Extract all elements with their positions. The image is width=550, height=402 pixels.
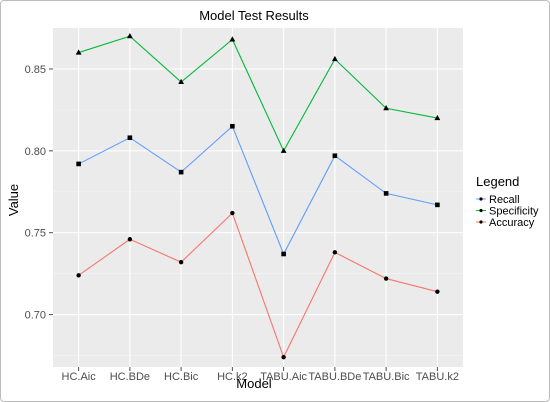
y-tick-label: 0.85: [25, 64, 46, 76]
x-tick-label: HC.Bic: [164, 371, 199, 383]
y-axis-title: Value: [6, 184, 21, 216]
plot-background: [53, 28, 463, 367]
data-point-recall: [332, 153, 338, 159]
x-tick-label: TABU.k2: [416, 371, 459, 383]
y-tick-label: 0.75: [25, 228, 46, 240]
legend-label-recall: Recall: [489, 194, 520, 206]
y-tick-label: 0.70: [25, 310, 46, 322]
legend-title: Legend: [476, 174, 519, 189]
data-point-accuracy: [281, 354, 286, 360]
data-point-recall: [127, 135, 133, 141]
series-line-recall: [78, 125, 438, 256]
x-axis-title: Model: [236, 376, 272, 391]
chart-title: Model Test Results: [199, 8, 309, 23]
x-tick-label: HC.BDe: [110, 371, 150, 383]
data-point-accuracy: [435, 289, 440, 294]
data-point-accuracy: [178, 259, 184, 265]
data-point-specificity: [280, 147, 287, 153]
data-point-accuracy: [383, 276, 389, 281]
series-line-accuracy: [78, 212, 438, 359]
x-axis-ticks: HC.Aic HC.BDe HC.Bic HC.k2 TABU.Aic TABU.BDe T…: [62, 367, 459, 383]
x-tick-label: TABU.Bic: [363, 371, 410, 383]
legend-item-accuracy: Accuracy: [476, 217, 535, 229]
x-tick-label: TABU.Aic: [260, 371, 307, 383]
data-point-recall: [383, 191, 389, 196]
legend-key-point-accuracy: [479, 220, 483, 224]
data-point-recall: [281, 251, 286, 257]
series-layer: [75, 32, 441, 360]
legend-item-specificity: Specificity: [476, 206, 539, 218]
data-point-specificity: [229, 36, 236, 42]
legend-key-point-recall: [479, 197, 483, 201]
data-point-specificity: [126, 32, 133, 39]
data-point-recall: [76, 161, 81, 167]
y-tick-label: 0.80: [25, 146, 46, 158]
data-point-accuracy: [230, 210, 235, 216]
series-line-specificity: [78, 35, 438, 153]
legend-key-point-specificity: [479, 208, 483, 213]
x-tick-label: TABU.BDe: [308, 371, 361, 383]
x-tick-label: HC.Aic: [62, 371, 97, 383]
x-tick-label: HC.k2: [217, 371, 248, 383]
data-point-recall: [178, 169, 184, 175]
data-point-specificity: [434, 114, 441, 121]
data-point-specificity: [178, 78, 185, 85]
legend-item-recall: Recall: [476, 194, 520, 206]
legend-label-accuracy: Accuracy: [489, 217, 535, 229]
data-point-specificity: [383, 105, 390, 111]
data-point-accuracy: [76, 273, 81, 278]
data-point-recall: [230, 123, 235, 129]
legend-label-specificity: Specificity: [489, 206, 539, 218]
data-point-recall: [435, 202, 440, 208]
data-point-accuracy: [127, 237, 133, 242]
data-point-specificity: [75, 49, 82, 55]
y-axis-ticks: 0.70 0.75 0.80 0.85: [25, 64, 53, 322]
data-point-accuracy: [332, 250, 338, 255]
data-point-specificity: [331, 55, 338, 62]
